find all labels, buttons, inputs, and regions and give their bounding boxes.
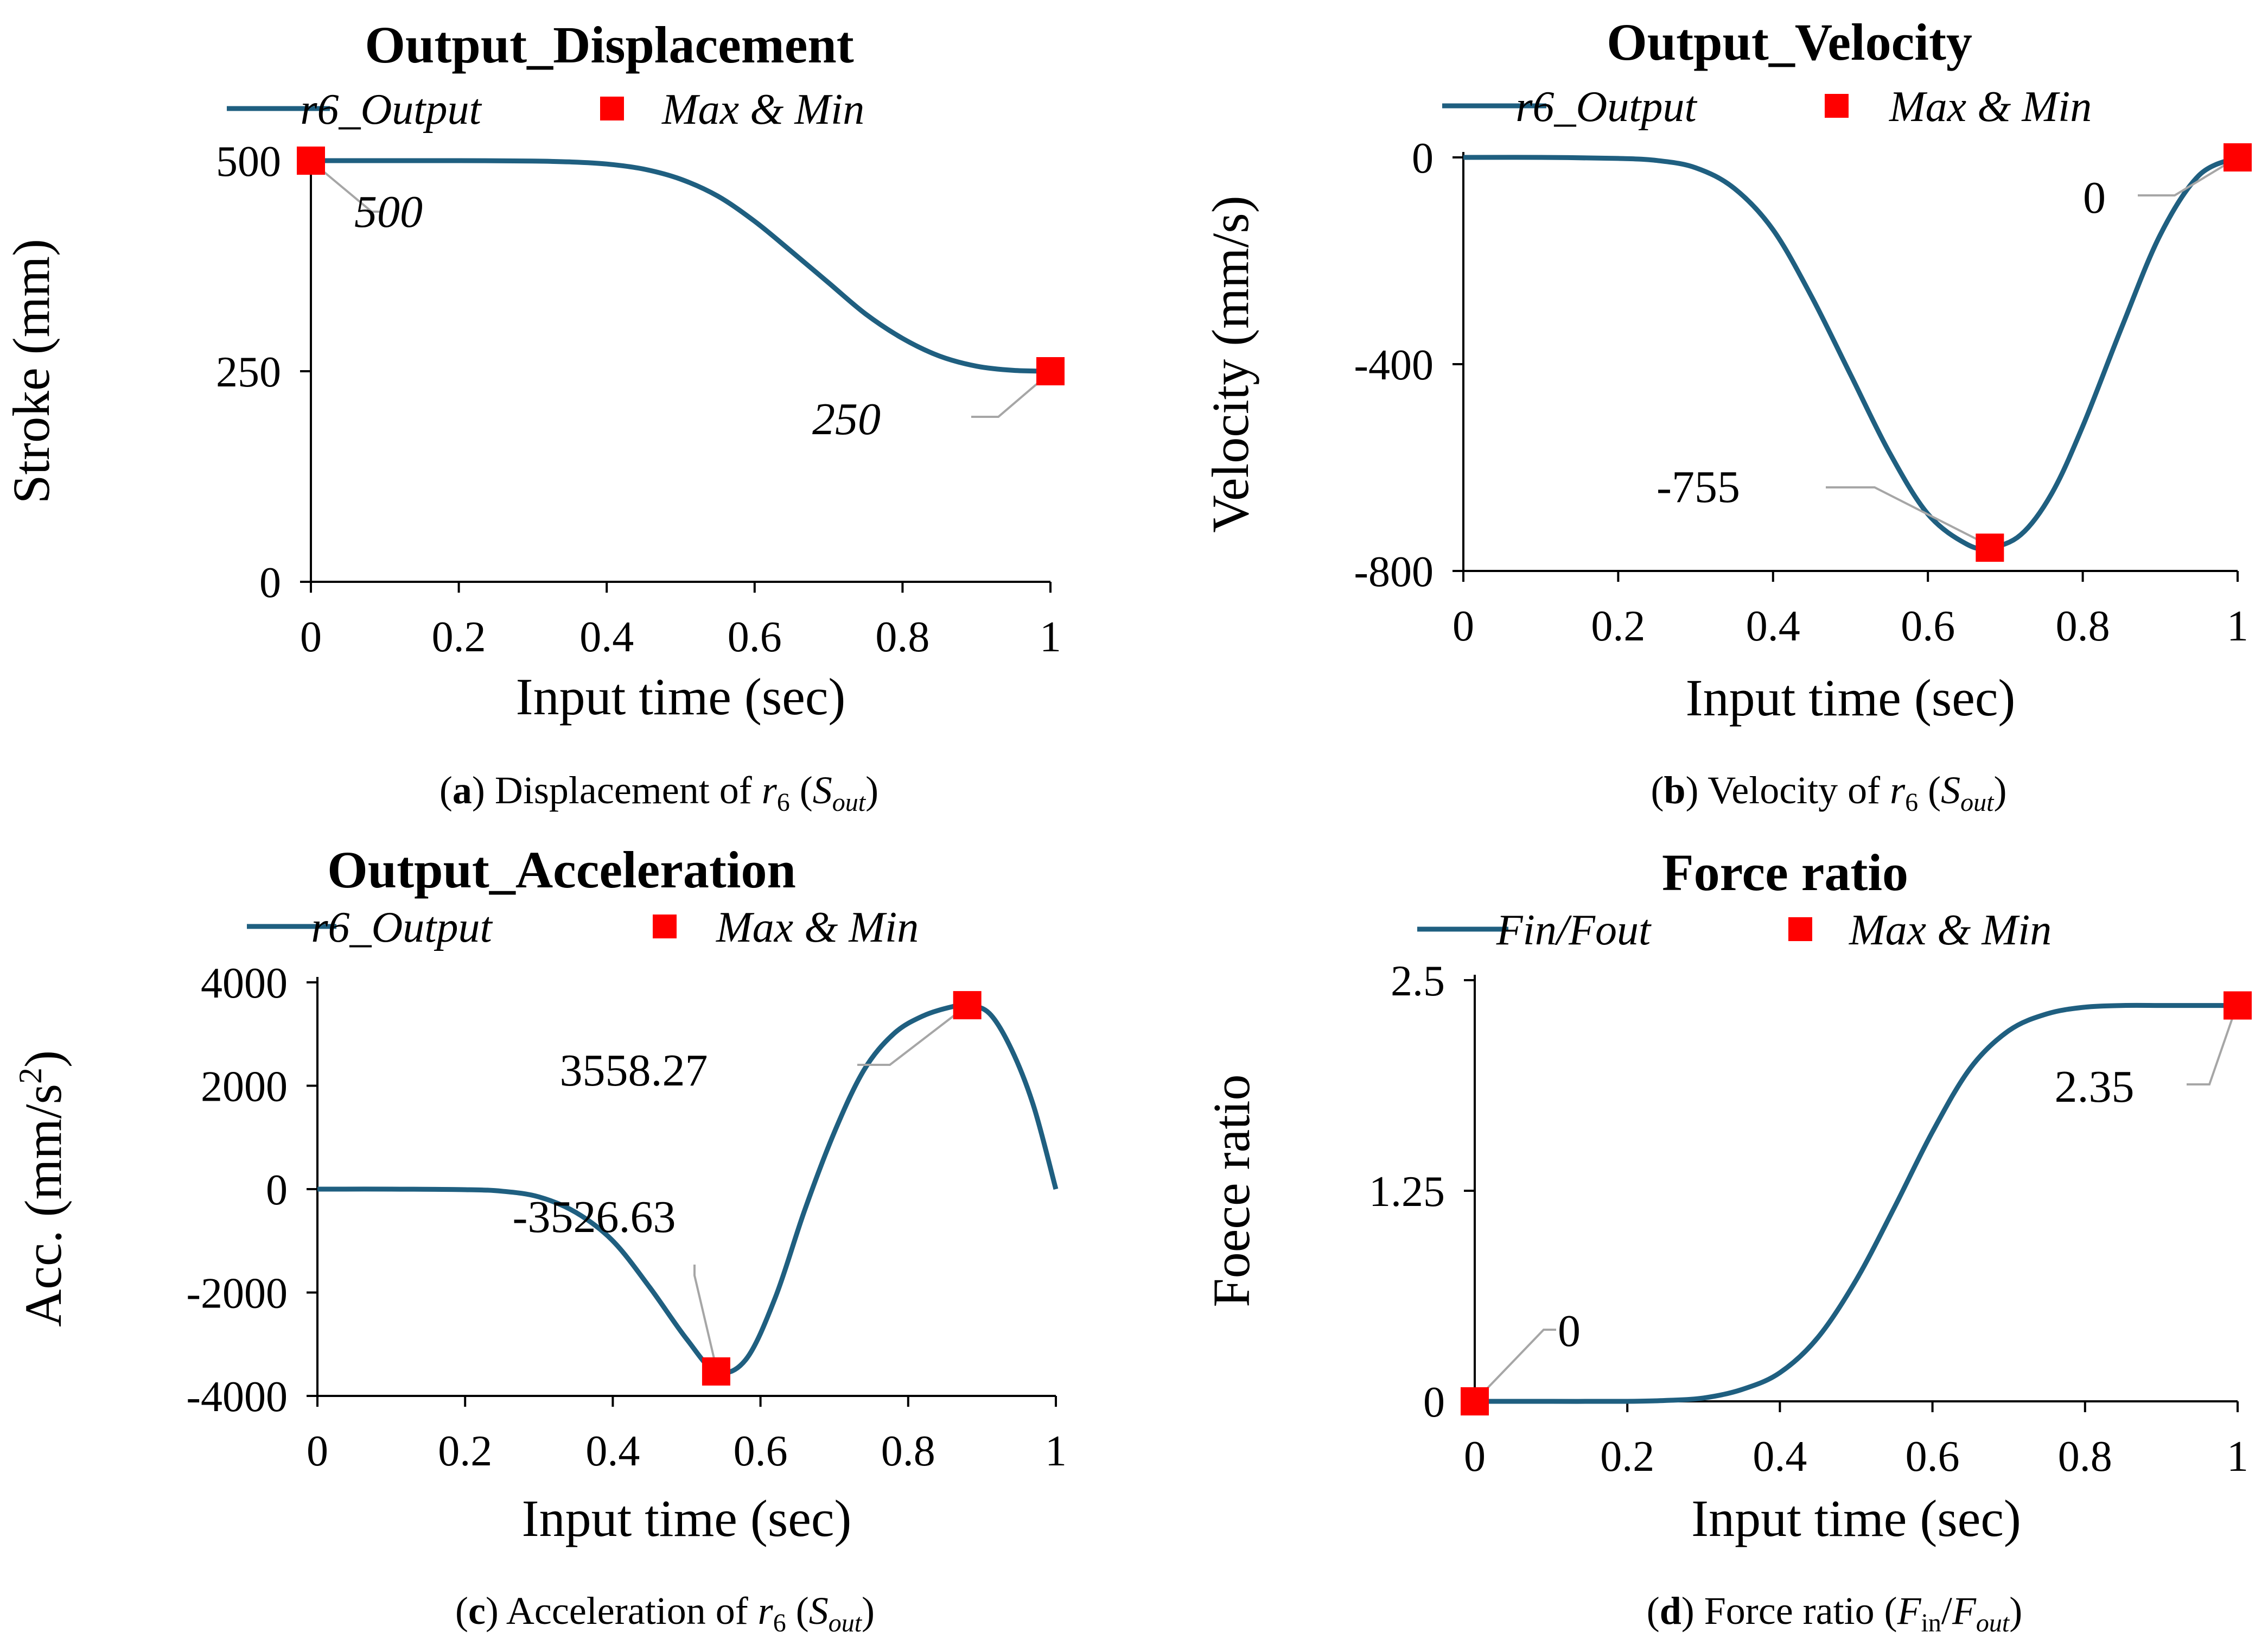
y-tick-label: -2000: [186, 1270, 288, 1318]
annotation-leader: [315, 164, 383, 213]
extremum-marker: [1461, 1387, 1489, 1415]
x-tick-label: 0.8: [881, 1427, 935, 1475]
x-axis-label: Input time (sec): [516, 668, 846, 726]
x-tick-label: 0.8: [2058, 1433, 2112, 1481]
legend-label-markers: Max & Min: [1849, 906, 2052, 954]
legend-label-markers: Max & Min: [716, 904, 919, 951]
figure-caption: (b) Velocity of r6 (Sout): [1651, 769, 2007, 817]
chart-title: Output_Acceleration: [327, 841, 796, 899]
x-tick-label: 0: [300, 613, 322, 661]
legend-marker-swatch: [653, 915, 677, 938]
x-tick-label: 0.8: [875, 613, 929, 661]
legend-label-series: Fin/Fout: [1496, 906, 1652, 954]
annotation-label: -755: [1657, 462, 1740, 512]
figure-caption: (c) Acceleration of r6 (Sout): [455, 1589, 875, 1637]
x-tick-label: 0.2: [1591, 602, 1645, 650]
y-tick-label: 2000: [201, 1063, 288, 1111]
annotation-label: -3526.63: [513, 1192, 676, 1242]
figure-caption: (d) Force ratio (Fin/Fout): [1647, 1589, 2023, 1637]
x-tick-label: 0: [307, 1427, 328, 1475]
annotation-label: 2.35: [2055, 1062, 2135, 1112]
extremum-marker: [702, 1357, 730, 1386]
extremum-marker: [953, 991, 982, 1020]
extremum-marker: [1036, 357, 1065, 385]
chart-title: Force ratio: [1662, 843, 1908, 901]
legend-label-series: r6_Output: [1515, 83, 1697, 131]
y-tick-label: -400: [1354, 341, 1434, 389]
extremum-marker: [2224, 143, 2252, 172]
extremum-marker: [1976, 534, 2004, 562]
legend-label-series: r6_Output: [311, 904, 493, 951]
x-tick-label: 0: [1452, 602, 1474, 650]
x-tick-label: 0.2: [432, 613, 486, 661]
x-tick-label: 0.6: [1906, 1433, 1960, 1481]
chart-title: Output_Velocity: [1607, 13, 1972, 71]
chart-a: Output_Displacement r6_Output Max & Min 0 25…: [2, 16, 1065, 817]
y-tick-label: 500: [216, 138, 281, 186]
series-line: [1475, 1002, 2238, 1404]
y-tick-label: -4000: [186, 1373, 288, 1421]
x-tick-label: 0.6: [728, 613, 782, 661]
x-tick-label: 1: [1045, 1427, 1067, 1475]
annotation-leader: [857, 1005, 968, 1066]
y-axis-label: Velocity (mm/s): [1201, 195, 1259, 532]
annotation-leader: [1474, 1329, 1556, 1402]
extremum-marker: [2224, 991, 2252, 1020]
x-tick-label: 1: [2227, 1433, 2248, 1481]
legend-label-markers: Max & Min: [1889, 83, 2092, 131]
x-tick-label: 0.6: [1901, 602, 1955, 650]
x-tick-label: 0.4: [1753, 1433, 1807, 1481]
y-tick-label: 0: [1423, 1379, 1445, 1426]
legend-label-series: r6_Output: [300, 86, 482, 134]
annotation-leader: [2138, 156, 2239, 196]
series-line: [1463, 155, 2239, 551]
chart-c: Output_Acceleration r6_Output Max & Min -40…: [12, 841, 1067, 1637]
x-tick-label: 1: [2227, 602, 2248, 650]
legend-marker-swatch: [1825, 94, 1849, 118]
legend-marker-swatch: [600, 97, 624, 120]
legend-marker-swatch: [1788, 917, 1812, 941]
annotation-leader: [971, 371, 1052, 418]
x-tick-label: 0.2: [438, 1427, 492, 1475]
y-tick-label: 2.5: [1391, 957, 1445, 1005]
y-tick-label: -800: [1354, 548, 1434, 596]
chart-title: Output_Displacement: [365, 16, 853, 74]
x-tick-label: 0.4: [579, 613, 634, 661]
extremum-marker: [297, 147, 325, 175]
annotation-label: 250: [812, 394, 881, 444]
x-tick-label: 0.4: [1746, 602, 1800, 650]
legend-label-markers: Max & Min: [661, 86, 864, 134]
y-axis-label: Acc. (mm/s2): [12, 1050, 72, 1327]
x-tick-label: 1: [1040, 613, 1061, 661]
annotation-label: 0: [2083, 173, 2106, 223]
x-tick-label: 0.8: [2056, 602, 2110, 650]
y-tick-label: 0: [259, 559, 281, 607]
y-axis-label: Stroke (mm): [2, 239, 60, 504]
y-tick-label: 4000: [201, 960, 288, 1007]
annotation-label: 0: [1558, 1306, 1581, 1356]
x-axis-label: Input time (sec): [522, 1489, 852, 1547]
annotation-label: 3558.27: [560, 1045, 708, 1096]
annotation-leader: [2187, 1002, 2239, 1085]
chart-b: Output_Velocity r6_Output Max & Min -800 -40…: [1201, 13, 2252, 817]
y-tick-label: 0: [1412, 135, 1434, 182]
annotation-label: 500: [354, 187, 423, 237]
annotation-leader: [693, 1265, 718, 1370]
x-tick-label: 0.6: [734, 1427, 788, 1475]
annotation-leader: [1826, 486, 1993, 548]
x-axis-label: Input time (sec): [1691, 1489, 2021, 1547]
x-tick-label: 0.2: [1600, 1433, 1654, 1481]
y-tick-label: 250: [216, 348, 281, 396]
x-tick-label: 0.4: [585, 1427, 640, 1475]
figure-caption: (a) Displacement of r6 (Sout): [439, 769, 878, 817]
x-axis-label: Input time (sec): [1686, 669, 2016, 727]
y-tick-label: 0: [266, 1166, 288, 1214]
x-tick-label: 0: [1464, 1433, 1486, 1481]
series-line: [311, 158, 1051, 374]
y-axis-label: Foece ratio: [1202, 1074, 1260, 1307]
y-tick-label: 1.25: [1369, 1168, 1445, 1216]
